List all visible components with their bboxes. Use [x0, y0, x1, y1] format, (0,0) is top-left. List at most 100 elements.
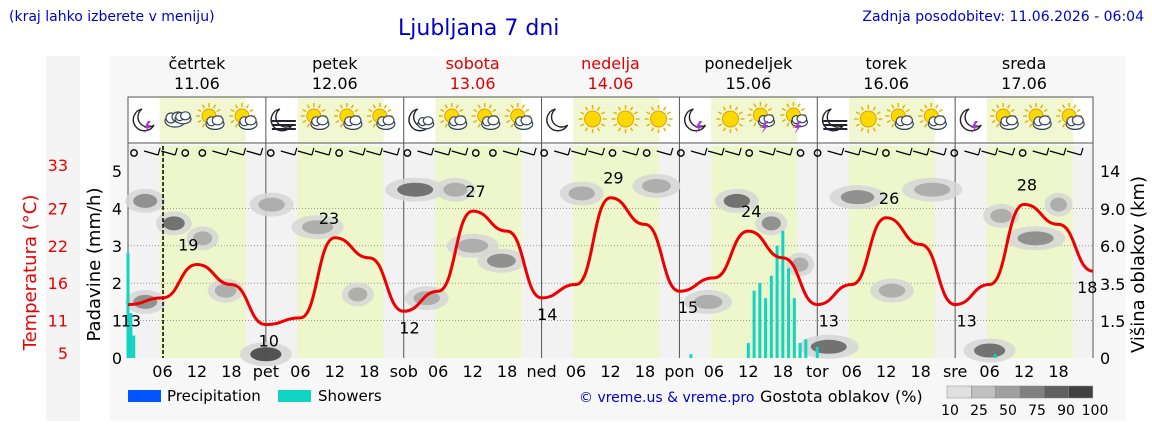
shower-bar	[758, 283, 762, 358]
wind-barb-tick	[242, 147, 247, 156]
wind-barb-tick	[670, 147, 674, 156]
shower-bar	[815, 346, 819, 358]
sun-ray	[781, 107, 787, 112]
wind-barb	[707, 150, 723, 156]
wind-barb	[895, 150, 911, 156]
wind-row	[130, 147, 1084, 157]
wind-barb-tick	[704, 147, 708, 156]
sun-ray	[368, 108, 373, 113]
sun-ray	[477, 104, 481, 109]
sun-ray	[510, 104, 514, 109]
cloud-blob-core	[693, 294, 723, 309]
shower-bar	[764, 298, 768, 358]
wind-barb-tick	[328, 147, 332, 156]
sun-icon	[611, 105, 640, 133]
sun-ray	[1006, 104, 1011, 109]
hour-tick: 12	[876, 362, 896, 381]
cloud-blob-core	[568, 186, 595, 201]
day-name: ponedeljek	[704, 54, 793, 73]
wind-barb-tick	[909, 147, 913, 156]
shower-bar	[787, 268, 791, 358]
wind-barb	[160, 150, 176, 156]
day-name: torek	[866, 54, 908, 73]
hour-tick: 18	[635, 362, 655, 381]
wind-barb	[297, 150, 313, 156]
density-swatch	[971, 385, 996, 399]
shower-bar	[781, 230, 785, 358]
cloud-height-tick: 3.5	[1100, 275, 1125, 294]
wind-barb	[827, 150, 842, 156]
cloud-puff	[933, 115, 946, 126]
day-name: nedelja	[581, 54, 640, 73]
wind-calm	[813, 149, 822, 157]
wind-barb	[314, 150, 330, 156]
sun-ray	[383, 104, 388, 109]
precip-axis-label: Padavine (mm/h)	[84, 188, 105, 342]
sun-ray	[617, 127, 622, 132]
cloud-density-label: Gostota oblakov (%)	[760, 387, 923, 406]
wind-barb-tick	[841, 147, 845, 156]
sun-ray	[924, 104, 928, 109]
wind-barb-tick	[943, 147, 947, 156]
day-name: sobota	[446, 54, 500, 73]
wind-barb-tick	[294, 147, 298, 156]
wind-barb-tick	[567, 147, 571, 156]
wind-barb	[348, 150, 364, 156]
sun-ray	[872, 106, 876, 111]
wind-barb	[554, 150, 569, 156]
sun-ray	[891, 104, 895, 109]
shower-bar	[129, 313, 133, 358]
lightning-shape	[144, 121, 151, 134]
sun-cloud-icon	[366, 103, 396, 131]
cloud-puff	[422, 116, 434, 126]
cloud-height-tick: 1.5	[1100, 312, 1125, 331]
wind-barb	[776, 150, 791, 156]
sun-ray	[245, 104, 250, 109]
sun-storm-icon	[747, 102, 776, 134]
density-swatch	[1019, 385, 1045, 399]
sun-ray	[1028, 104, 1033, 109]
sun-ray	[335, 119, 340, 124]
sun-disc	[859, 110, 877, 128]
sun-ray	[321, 108, 326, 113]
sun-ray	[722, 127, 727, 132]
wind-barb-tick	[977, 147, 981, 156]
sun-ray	[473, 108, 478, 113]
hour-tick: 06	[152, 362, 172, 381]
sun-ray	[212, 104, 217, 109]
sun-ray	[354, 108, 359, 113]
last-updated: Zadnja posodobitev: 11.06.2026 - 06:04	[862, 9, 1144, 25]
sun-ray	[368, 119, 373, 124]
sun-ray	[935, 104, 939, 109]
cloud-puff	[382, 115, 395, 126]
cloud-blob-core	[348, 287, 368, 302]
sun-ray	[666, 111, 672, 115]
wind-calm	[266, 149, 275, 157]
sun-ray	[197, 108, 202, 113]
moon-storm-icon	[132, 108, 155, 134]
wind-barb-tick	[994, 147, 999, 156]
sun-ray	[1043, 108, 1048, 113]
menu-hint-link[interactable]: (kraj lahko izberete v meniju)	[9, 9, 215, 25]
temperature-label: 13	[819, 312, 839, 331]
wind-barb-tick	[1063, 147, 1067, 156]
sun-ray	[306, 123, 311, 128]
cloud-puff	[454, 115, 467, 126]
wind-barb-tick	[516, 147, 520, 156]
sun-ray	[1024, 108, 1029, 113]
sun-cloud-icon	[885, 103, 914, 131]
shower-bar	[993, 354, 997, 358]
sun-ray	[440, 108, 445, 113]
cloud-blob-core	[810, 339, 847, 354]
sun-ray	[646, 123, 651, 127]
sun-ray	[596, 106, 601, 111]
wind-barb	[434, 150, 449, 156]
cloud-puff	[796, 114, 808, 124]
moon-shape	[546, 108, 569, 132]
legend-precip-swatch	[128, 390, 161, 402]
wind-barb-tick	[362, 147, 366, 156]
sun-ray	[767, 107, 773, 112]
sun-ray	[580, 123, 585, 127]
temperature-tick: 16	[48, 274, 68, 293]
shower-bar	[804, 339, 808, 358]
